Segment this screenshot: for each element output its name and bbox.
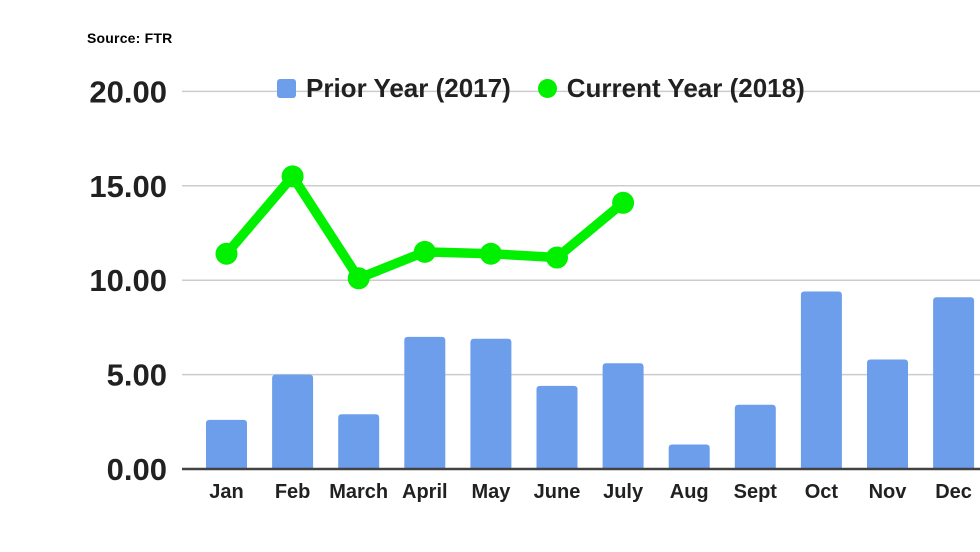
x-axis-label-jan: Jan bbox=[209, 481, 243, 503]
x-axis-label-sept: Sept bbox=[734, 481, 778, 503]
bar-sept[interactable] bbox=[734, 404, 776, 469]
line-point-jan[interactable] bbox=[215, 242, 238, 265]
bar-nov[interactable] bbox=[867, 359, 908, 469]
line-point-april[interactable] bbox=[413, 240, 436, 263]
bar-june[interactable] bbox=[536, 385, 578, 469]
x-axis-label-nov: Nov bbox=[869, 481, 908, 503]
line-point-march[interactable] bbox=[347, 267, 370, 290]
x-axis-label-may: May bbox=[471, 481, 511, 503]
y-axis-label-0.00: 0.00 bbox=[107, 452, 167, 487]
y-axis-label-10.00: 10.00 bbox=[89, 263, 167, 298]
line-point-june[interactable] bbox=[546, 246, 568, 269]
line-point-feb[interactable] bbox=[281, 165, 304, 188]
line-point-july[interactable] bbox=[612, 191, 635, 214]
x-axis-label-feb: Feb bbox=[275, 481, 311, 503]
legend-label-current-year: Current Year (2018) bbox=[566, 73, 805, 103]
source-label: Source: FTR bbox=[87, 30, 173, 46]
chart-legend: Prior Year (2017) Current Year (2018) bbox=[277, 73, 805, 104]
x-axis-label-june: June bbox=[534, 481, 581, 503]
prior-year-swatch-icon bbox=[277, 79, 296, 98]
legend-item-prior-year[interactable]: Prior Year (2017) bbox=[277, 73, 511, 104]
y-axis-label-20.00: 20.00 bbox=[89, 74, 167, 109]
y-axis-label-15.00: 15.00 bbox=[89, 169, 167, 204]
bar-july[interactable] bbox=[602, 363, 644, 469]
bar-oct[interactable] bbox=[800, 291, 842, 469]
legend-item-current-year[interactable]: Current Year (2018) bbox=[537, 73, 805, 104]
bar-jan[interactable] bbox=[206, 419, 247, 469]
x-axis-label-july: July bbox=[603, 481, 644, 503]
line-point-may[interactable] bbox=[479, 242, 502, 265]
bar-may[interactable] bbox=[470, 338, 512, 469]
x-axis-label-aug: Aug bbox=[670, 481, 709, 503]
bar-dec[interactable] bbox=[933, 297, 975, 469]
x-axis-label-oct: Oct bbox=[805, 481, 839, 503]
x-axis-label-dec: Dec bbox=[935, 481, 972, 503]
bar-aug[interactable] bbox=[668, 444, 710, 469]
y-axis-label-5.00: 5.00 bbox=[107, 358, 167, 393]
legend-label-prior-year: Prior Year (2017) bbox=[306, 73, 511, 103]
current-year-swatch-icon bbox=[537, 79, 557, 98]
x-axis-label-march: March bbox=[329, 481, 388, 503]
x-axis-label-april: April bbox=[402, 481, 448, 503]
bar-march[interactable] bbox=[338, 414, 380, 469]
bar-feb[interactable] bbox=[272, 374, 314, 469]
bar-april[interactable] bbox=[404, 336, 446, 469]
